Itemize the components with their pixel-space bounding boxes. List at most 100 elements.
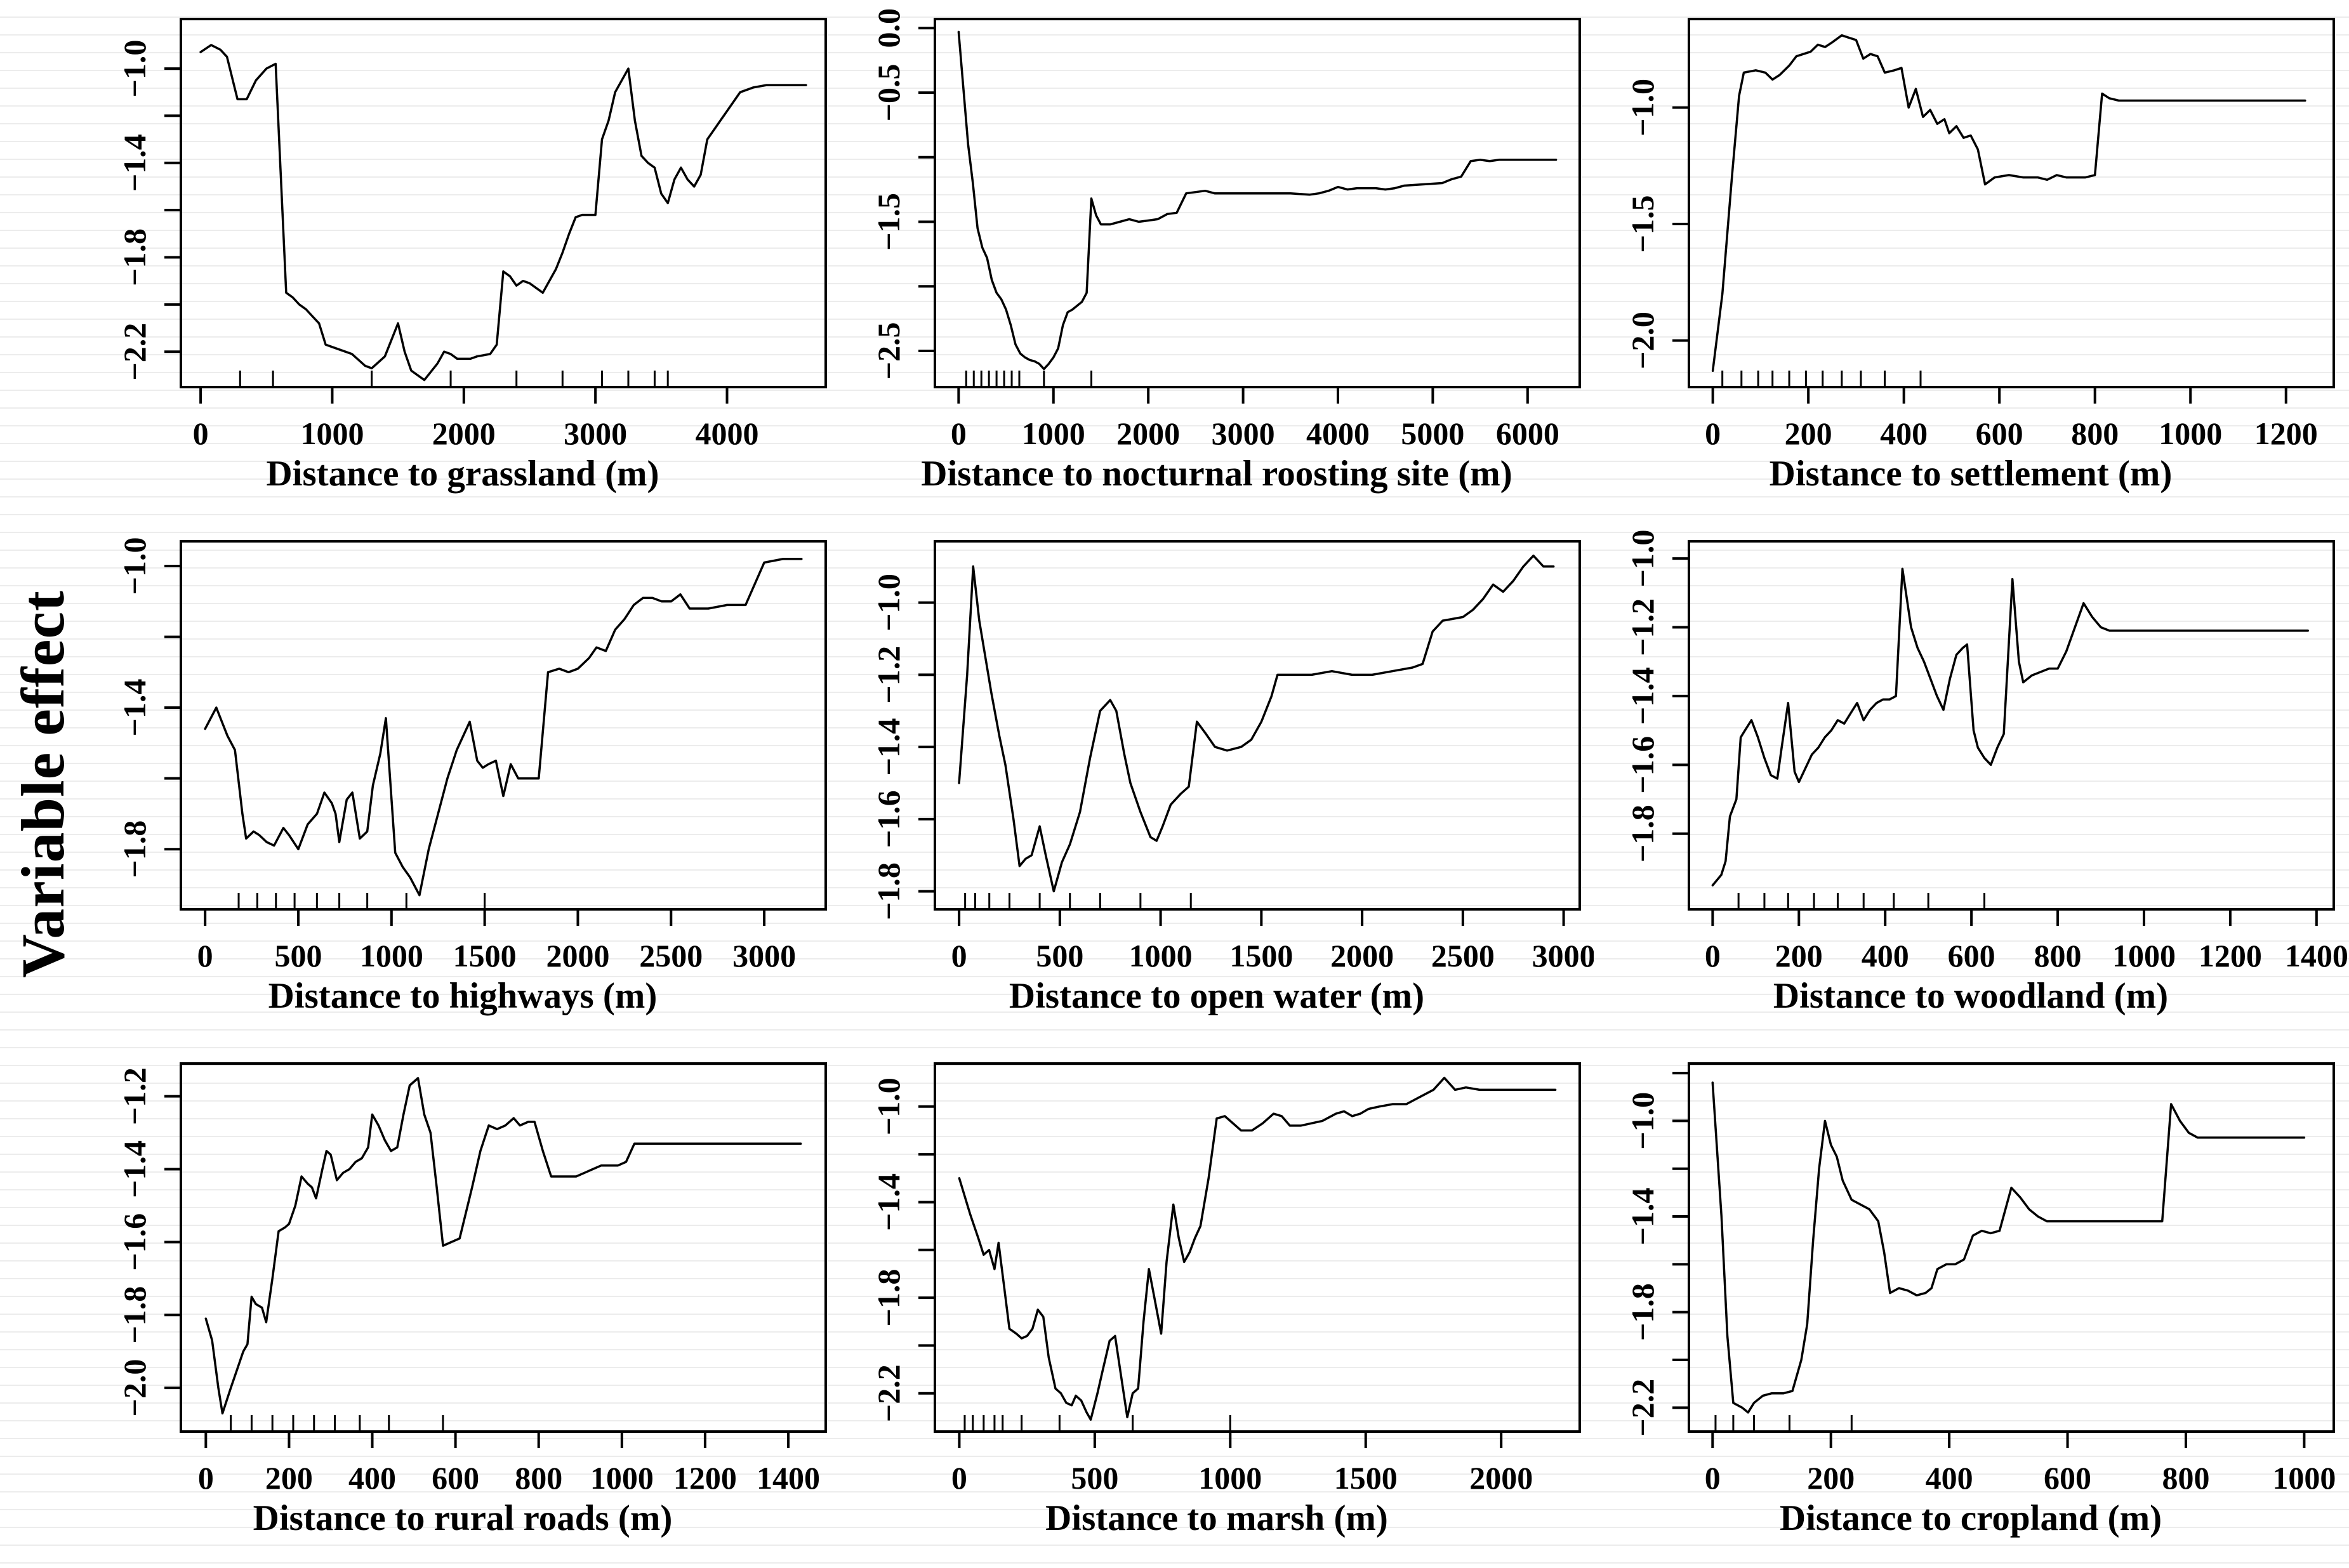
y-axis-tick-label: −1.8	[117, 228, 152, 286]
y-axis-tick-label: −1.4	[1625, 1188, 1660, 1246]
marsh-line-chart: 0 500 1000 1500 2000 −1.0 −1.4 −1.8 −2.2	[871, 1062, 1581, 1496]
highways-line-chart: 0 500 1000 1500 2000 2500 3000 −1.0 −1.4 −1.8	[117, 537, 827, 973]
x-axis-tick-label: 3000	[564, 416, 627, 451]
x-axis-tick-label: 1000	[300, 416, 364, 451]
x-axis-tick-label: 800	[515, 1460, 562, 1496]
y-axis-tick-label: −1.8	[871, 862, 906, 920]
panel-marsh: 0 500 1000 1500 2000 −1.0 −1.4 −1.8 −2.2 Distanc…	[840, 1044, 1594, 1567]
y-axis-tick-label: −1.2	[1625, 598, 1660, 656]
x-axis-label-settlement: Distance to settlement (m)	[1769, 454, 2173, 494]
x-axis-label-grassland: Distance to grassland (m)	[266, 454, 659, 494]
x-axis-tick-label: 400	[1926, 1460, 1973, 1496]
y-axis-tick-label: −1.0	[117, 40, 152, 98]
y-axis-tick-label: −1.0	[1625, 79, 1660, 136]
effect-curve	[204, 558, 803, 897]
x-axis-tick-label: 0	[951, 938, 967, 973]
x-axis-tick-label: 1400	[757, 1460, 820, 1496]
effect-curve	[199, 44, 807, 381]
y-axis-tick-label: −2.2	[871, 1364, 906, 1422]
x-axis-tick-label: 800	[2071, 416, 2119, 451]
plot-box	[180, 18, 827, 388]
x-axis-tick-label: 4000	[695, 416, 758, 451]
y-axis-tick-label: −1.2	[871, 646, 906, 704]
x-axis-tick-label: 4000	[1306, 416, 1370, 451]
x-axis-tick-label: 200	[265, 1460, 313, 1496]
y-axis-tick-label: −1.8	[871, 1269, 906, 1327]
x-axis-tick-label: 2000	[1116, 416, 1180, 451]
y-axis-tick-label: −2.5	[871, 322, 906, 380]
x-axis-tick-label: 0	[1705, 1460, 1721, 1496]
y-axis-tick-label: −1.6	[871, 790, 906, 848]
y-axis-tick-label: −1.4	[1625, 667, 1660, 725]
y-axis-tick-label: −0.5	[871, 64, 906, 122]
x-axis-tick-label: 200	[1807, 1460, 1855, 1496]
y-axis-tick-label: −1.4	[117, 1140, 152, 1198]
panel-nocturnal-roosting-site: 0 1000 2000 3000 4000 5000 6000 0.0 −0.5 −1.5 −2.5…	[840, 0, 1594, 522]
x-axis-label-roosting-site: Distance to nocturnal roosting site (m)	[921, 454, 1512, 494]
x-axis-tick-label: 500	[1071, 1460, 1118, 1496]
x-axis-tick-label: 2500	[639, 938, 703, 973]
panel-settlement: 0 200 400 600 800 1000 1200 −1.0 −1.5 −2.0 Distan…	[1594, 0, 2348, 522]
x-axis-tick-label: 2000	[432, 416, 496, 451]
panel-highways: 0 500 1000 1500 2000 2500 3000 −1.0 −1.4 −1.8 Dis…	[86, 522, 840, 1044]
y-axis-tick-label: −2.0	[117, 1359, 152, 1417]
x-axis-tick-label: 1000	[2272, 1460, 2336, 1496]
x-axis-tick-label: 3000	[1532, 938, 1594, 973]
y-axis-tick-label: −1.4	[871, 1173, 906, 1231]
y-axis-tick-label: −1.0	[1625, 1092, 1660, 1150]
x-axis-tick-label: 800	[2034, 938, 2082, 973]
x-axis-tick-label: 0	[1705, 416, 1721, 451]
x-axis-tick-label: 1200	[2199, 938, 2262, 973]
y-axis-tick-label: −1.2	[117, 1067, 152, 1125]
x-axis-tick-label: 0	[951, 416, 967, 451]
panel-open-water: 0 500 1000 1500 2000 2500 3000 −1.0 −1.2 −1.4 −1.6…	[840, 522, 1594, 1044]
grassland-line-chart: 0 1000 2000 3000 4000 −1.0 −1.4 −1.8 −2.2	[117, 18, 827, 451]
effect-curve	[957, 30, 1558, 371]
y-axis-tick-label: −2.0	[1625, 312, 1660, 369]
x-axis-tick-label: 200	[1775, 938, 1823, 973]
cropland-line-chart: 0 200 400 600 800 1000 −1.0 −1.4 −1.8 −2.2	[1625, 1062, 2336, 1496]
y-axis-tick-label: −1.8	[1625, 805, 1660, 862]
x-axis-tick-label: 1000	[1022, 416, 1085, 451]
x-axis-tick-label: 1500	[1334, 1460, 1398, 1496]
panel-grassland: 0 1000 2000 3000 4000 −1.0 −1.4 −1.8 −2.2 Distan…	[86, 0, 840, 522]
x-axis-tick-label: 0	[197, 938, 213, 973]
x-axis-tick-label: 400	[1880, 416, 1928, 451]
panel-woodland: 0 200 400 600 800 1000 1200 1400 −1.0 −1.2 −1.4 −1.…	[1594, 522, 2348, 1044]
x-axis-tick-label: 2000	[546, 938, 609, 973]
y-axis-tick-label: −1.0	[1625, 530, 1660, 588]
effect-curve	[958, 1076, 1557, 1421]
x-axis-tick-label: 2500	[1431, 938, 1495, 973]
y-axis-tick-label: −1.4	[117, 134, 152, 192]
x-axis-tick-label: 2000	[1469, 1460, 1533, 1496]
plot-box	[1688, 1062, 2335, 1433]
plot-box	[1688, 18, 2335, 388]
y-axis-tick-label: −1.6	[1625, 736, 1660, 794]
x-axis-tick-label: 6000	[1496, 416, 1559, 451]
x-axis-tick-label: 5000	[1401, 416, 1464, 451]
x-axis-label-marsh: Distance to marsh (m)	[1045, 1498, 1388, 1538]
y-axis-tick-label: −1.4	[871, 718, 906, 776]
x-axis-tick-label: 1200	[673, 1460, 737, 1496]
effect-curve	[1711, 34, 2306, 372]
y-axis-title-strip: Variable effect	[0, 0, 86, 1568]
panel-rural-roads: 0 200 400 600 800 1000 1200 1400 −1.2 −1.4 −1.6 −1.…	[86, 1044, 840, 1567]
x-axis-label-rural-roads: Distance to rural roads (m)	[253, 1498, 673, 1538]
x-axis-tick-label: 1200	[2254, 416, 2318, 451]
x-axis-tick-label: 1000	[590, 1460, 654, 1496]
plot-box	[934, 540, 1581, 911]
x-axis-tick-label: 600	[432, 1460, 479, 1496]
x-axis-tick-label: 500	[1036, 938, 1083, 973]
y-axis-title: Variable effect	[9, 590, 77, 978]
y-axis-tick-label: −1.4	[117, 679, 152, 737]
y-axis-tick-label: −2.2	[117, 323, 152, 381]
effect-curve	[1711, 1081, 2306, 1414]
effect-curve	[204, 1077, 802, 1415]
y-axis-tick-label: −1.6	[117, 1213, 152, 1271]
x-axis-tick-label: 0	[1705, 938, 1721, 973]
open-water-line-chart: 0 500 1000 1500 2000 2500 3000 −1.0 −1.2 −1.4 −1.6…	[871, 540, 1594, 973]
x-axis-tick-label: 1000	[2159, 416, 2222, 451]
x-axis-tick-label: 600	[1976, 416, 2023, 451]
x-axis-tick-label: 400	[348, 1460, 396, 1496]
